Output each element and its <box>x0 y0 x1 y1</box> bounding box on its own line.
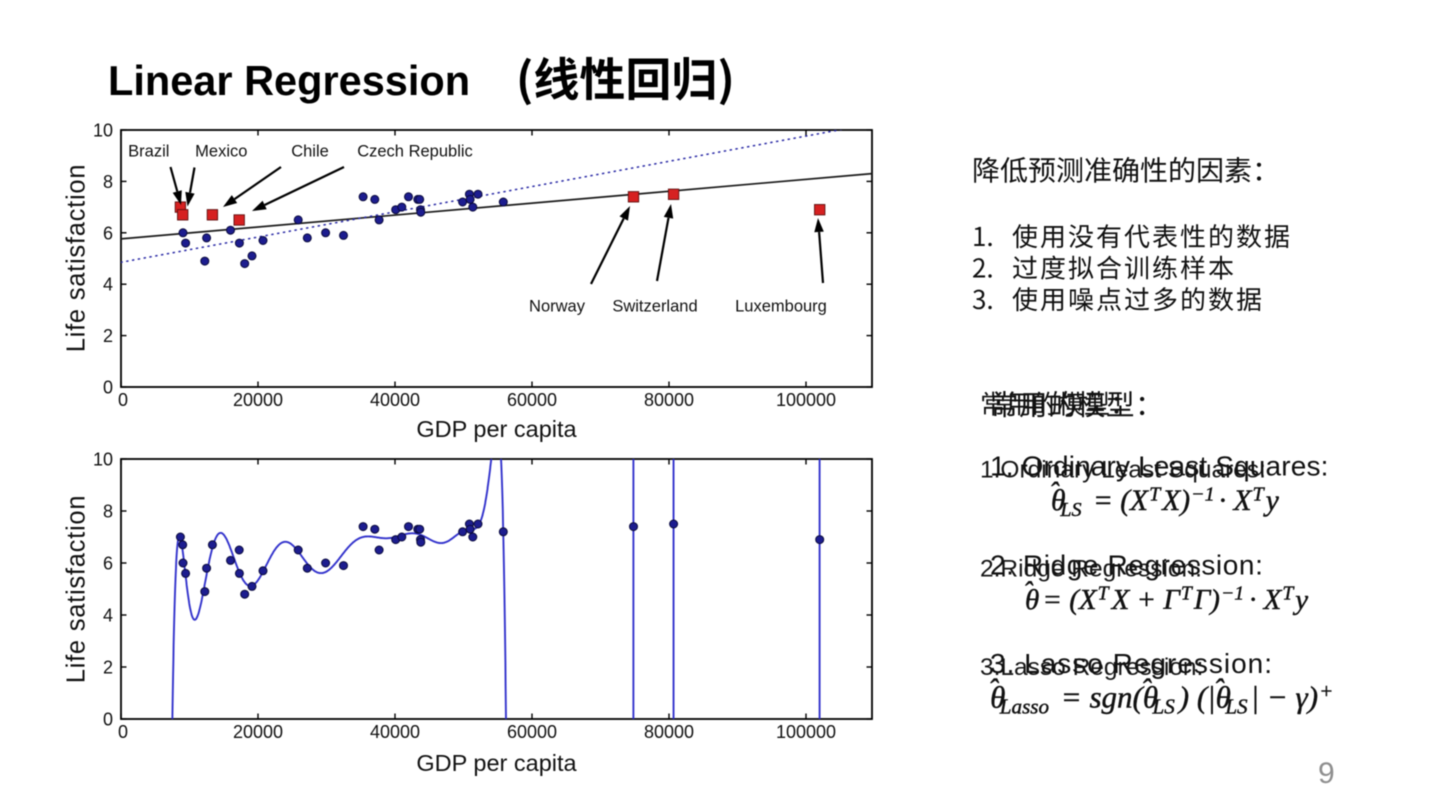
svg-text:3. Lasso Regression:: 3. Lasso Regression: <box>990 648 1273 679</box>
svg-text:8: 8 <box>103 502 113 522</box>
svg-text:Mexico: Mexico <box>195 143 247 161</box>
svg-text:Chile: Chile <box>291 143 329 161</box>
svg-text:Czech Republic: Czech Republic <box>357 143 473 161</box>
svg-text:60000: 60000 <box>507 722 557 742</box>
svg-text:GDP per capita: GDP per capita <box>416 416 577 442</box>
svg-text:2: 2 <box>103 326 113 346</box>
svg-text:2: 2 <box>103 658 113 678</box>
svg-text:GDP per capita: GDP per capita <box>416 750 577 776</box>
svg-text:40000: 40000 <box>370 390 420 410</box>
svg-text:6: 6 <box>103 554 113 574</box>
svg-text:20000: 20000 <box>233 722 283 742</box>
svg-text:40000: 40000 <box>370 722 420 742</box>
svg-text:10: 10 <box>93 450 113 470</box>
svg-text:0: 0 <box>118 390 128 410</box>
svg-text:Life satisfaction: Life satisfaction <box>63 495 91 684</box>
svg-text:80000: 80000 <box>644 722 694 742</box>
svg-text:Switzerland: Switzerland <box>612 298 697 316</box>
svg-text:Norway: Norway <box>529 298 586 316</box>
svg-text:8: 8 <box>103 172 113 192</box>
svg-text:θˆLS = (XTX)−1· XTy: θˆLS = (XTX)−1 · XTy <box>1049 478 1280 522</box>
svg-text:100000: 100000 <box>776 722 836 742</box>
svg-text:4: 4 <box>103 275 113 295</box>
svg-text:1.Ordinary Least Squares:: 1.Ordinary Least Squares: <box>980 457 1266 484</box>
svg-text:Luxembourg: Luxembourg <box>735 298 827 316</box>
svg-text:Linear Regression: Linear Regression <box>108 57 470 104</box>
svg-text:60000: 60000 <box>507 390 557 410</box>
svg-text:2. Ridge Regression:: 2. Ridge Regression: <box>990 550 1263 581</box>
svg-text:θˆ = (XTX + ΓTΓ)−1· XTy: θˆ = (XT X + ΓTΓ)−1 · XTy <box>1023 576 1308 617</box>
svg-text:Brazil: Brazil <box>128 143 169 161</box>
svg-text:100000: 100000 <box>776 390 836 410</box>
svg-text:3.Lasso Regression:: 3.Lasso Regression: <box>980 654 1203 681</box>
svg-text:20000: 20000 <box>233 390 283 410</box>
svg-text:80000: 80000 <box>644 390 694 410</box>
svg-text:θˆLasso = sgn(θˆLS) (|θˆLS| −: θˆLasso = sgn(θˆLS) (|θˆLS| − γ)+ <box>988 674 1333 719</box>
svg-text:Life satisfaction: Life satisfaction <box>63 164 91 353</box>
svg-text:0: 0 <box>103 378 113 398</box>
svg-text:6: 6 <box>103 223 113 243</box>
svg-text:10: 10 <box>93 121 113 141</box>
svg-text:0: 0 <box>103 710 113 730</box>
svg-text:1. Ordinary Least Squares:: 1. Ordinary Least Squares: <box>990 451 1329 482</box>
svg-text:2.Ridge Regression:: 2.Ridge Regression: <box>980 556 1202 583</box>
svg-text:9: 9 <box>1318 757 1335 790</box>
svg-text:4: 4 <box>103 606 113 626</box>
svg-text:0: 0 <box>118 722 128 742</box>
